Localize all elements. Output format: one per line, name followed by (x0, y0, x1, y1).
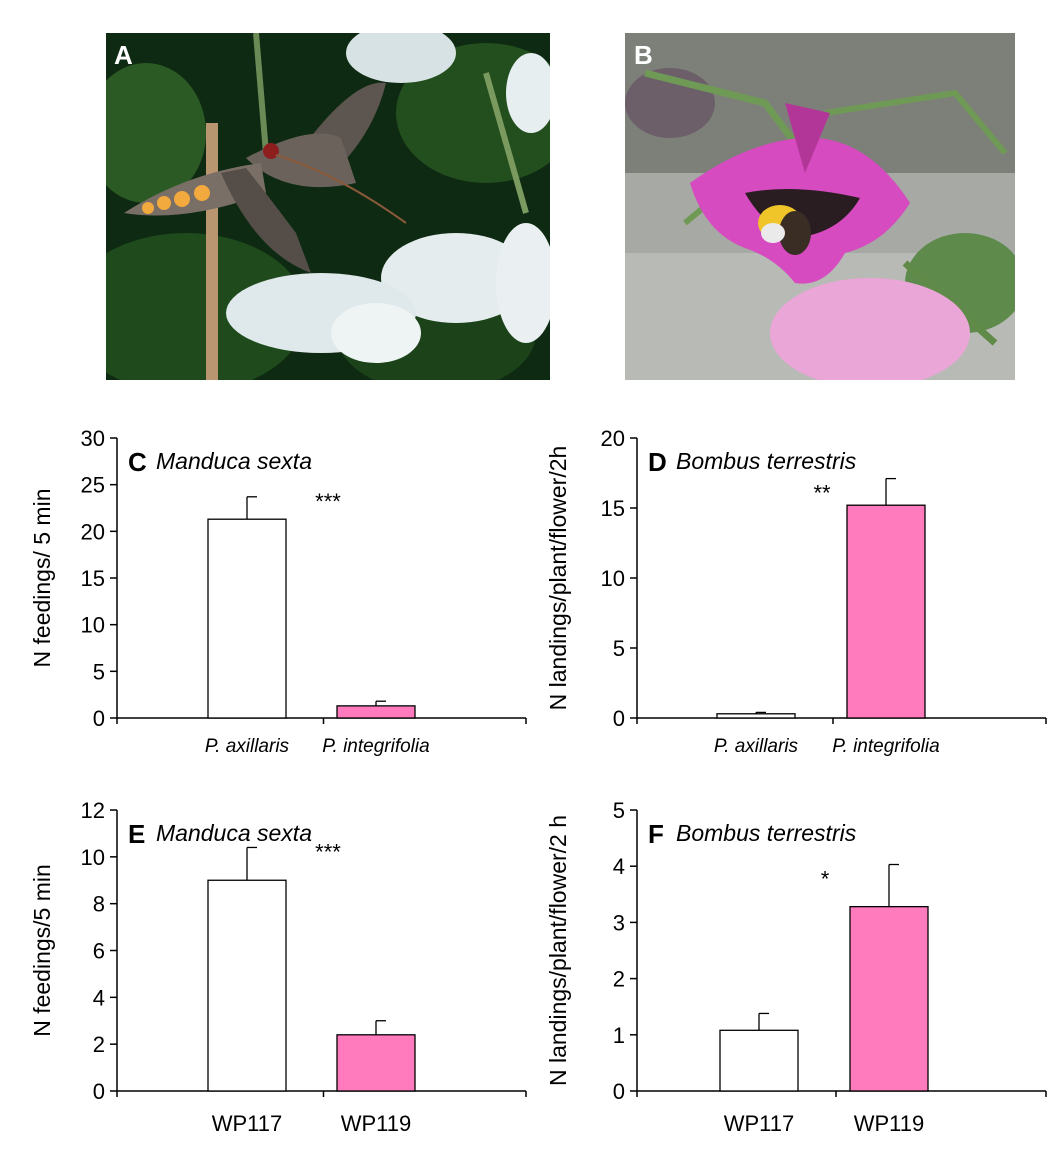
y-axis-label-e: N feedings/5 min (29, 864, 55, 1037)
bar-f (849, 906, 929, 1092)
bar-e (207, 879, 287, 1092)
y-tick-label-c: 25 (81, 473, 105, 498)
category-label-e: WP119 (341, 1111, 412, 1136)
photo-hawkmoth (106, 33, 550, 380)
y-tick-label-d: 0 (613, 706, 625, 731)
y-tick-label-f: 3 (613, 910, 625, 935)
species-title-f: Bombus terrestris (676, 820, 857, 846)
photo-bumblebee (625, 33, 1015, 380)
species-title-c: Manduca sexta (156, 448, 312, 474)
bar-e (336, 1034, 416, 1092)
y-tick-label-c: 0 (93, 706, 105, 731)
y-tick-label-d: 20 (601, 426, 625, 451)
category-label-f: WP117 (724, 1111, 795, 1136)
y-tick-label-e: 6 (93, 939, 105, 964)
y-tick-label-d: 10 (601, 566, 625, 591)
y-tick-label-f: 1 (613, 1023, 625, 1048)
y-tick-label-f: 2 (613, 967, 625, 992)
category-label-c: P. integrifolia (322, 736, 429, 757)
panel-label-a: A (114, 40, 133, 70)
panel-label-f: F (648, 819, 664, 849)
y-axis-label-f: N landings/plant/flower/2 h (545, 815, 571, 1086)
panel-label-b: B (634, 40, 653, 70)
bar-c (207, 518, 287, 719)
bar-d (716, 713, 796, 719)
category-label-e: WP117 (212, 1111, 283, 1136)
category-label-c: P. axillaris (205, 736, 290, 757)
significance-marker-d: ** (813, 481, 831, 506)
panel-label-d: D (648, 447, 667, 477)
significance-marker-f: * (821, 867, 830, 892)
category-label-d: P. axillaris (714, 736, 799, 757)
y-tick-label-c: 30 (81, 426, 105, 451)
category-label-d: P. integrifolia (832, 736, 939, 757)
category-label-f: WP119 (854, 1111, 925, 1136)
y-tick-label-f: 0 (613, 1079, 625, 1104)
panel-label-e: E (128, 819, 145, 849)
panel-label-c: C (128, 447, 147, 477)
y-tick-label-f: 4 (613, 854, 625, 879)
y-axis-label-c: N feedings/ 5 min (29, 489, 55, 668)
y-tick-label-e: 8 (93, 892, 105, 917)
species-title-e: Manduca sexta (156, 820, 312, 846)
y-axis-label-d: N landings/plant/flower/2h (545, 446, 571, 711)
y-tick-label-e: 4 (93, 985, 105, 1010)
bar-c (336, 705, 416, 719)
y-tick-label-e: 2 (93, 1032, 105, 1057)
y-tick-label-f: 5 (613, 798, 625, 823)
significance-marker-c: *** (315, 489, 341, 514)
y-tick-label-c: 5 (93, 659, 105, 684)
y-tick-label-e: 10 (81, 845, 105, 870)
bar-f (719, 1029, 799, 1092)
y-tick-label-d: 5 (613, 636, 625, 661)
y-tick-label-d: 15 (601, 496, 625, 521)
y-tick-label-c: 10 (81, 613, 105, 638)
y-tick-label-e: 12 (81, 798, 105, 823)
significance-marker-e: *** (315, 839, 341, 864)
bar-d (846, 504, 926, 719)
y-tick-label-c: 20 (81, 519, 105, 544)
y-tick-label-c: 15 (81, 566, 105, 591)
y-tick-label-e: 0 (93, 1079, 105, 1104)
species-title-d: Bombus terrestris (676, 448, 857, 474)
